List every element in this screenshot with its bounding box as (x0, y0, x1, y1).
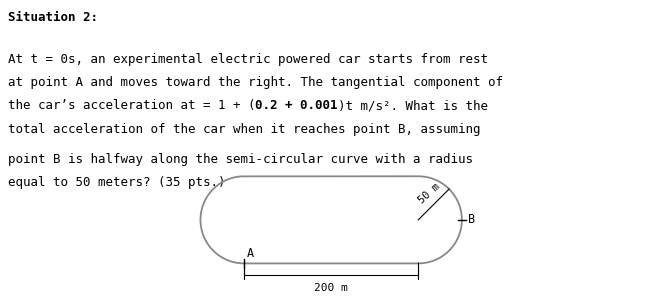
Text: 0.2 + 0.001: 0.2 + 0.001 (256, 99, 338, 112)
Text: )t m/s². What is the: )t m/s². What is the (338, 99, 488, 112)
Text: A: A (247, 247, 254, 260)
Text: point B is halfway along the semi-circular curve with a radius: point B is halfway along the semi-circul… (8, 153, 473, 166)
Text: at point A and moves toward the right. The tangential component of: at point A and moves toward the right. T… (8, 76, 503, 89)
Text: 50 m: 50 m (416, 181, 442, 206)
Text: Situation 2:: Situation 2: (8, 11, 98, 24)
Text: total acceleration of the car when it reaches point B, assuming: total acceleration of the car when it re… (8, 123, 481, 136)
Text: B: B (468, 213, 475, 226)
Text: equal to 50 meters? (35 pts.): equal to 50 meters? (35 pts.) (8, 176, 226, 189)
Text: At t = 0s, an experimental electric powered car starts from rest: At t = 0s, an experimental electric powe… (8, 53, 488, 66)
Text: the car’s acceleration at = 1 + (: the car’s acceleration at = 1 + ( (8, 99, 256, 112)
Text: 200 m: 200 m (314, 283, 348, 293)
